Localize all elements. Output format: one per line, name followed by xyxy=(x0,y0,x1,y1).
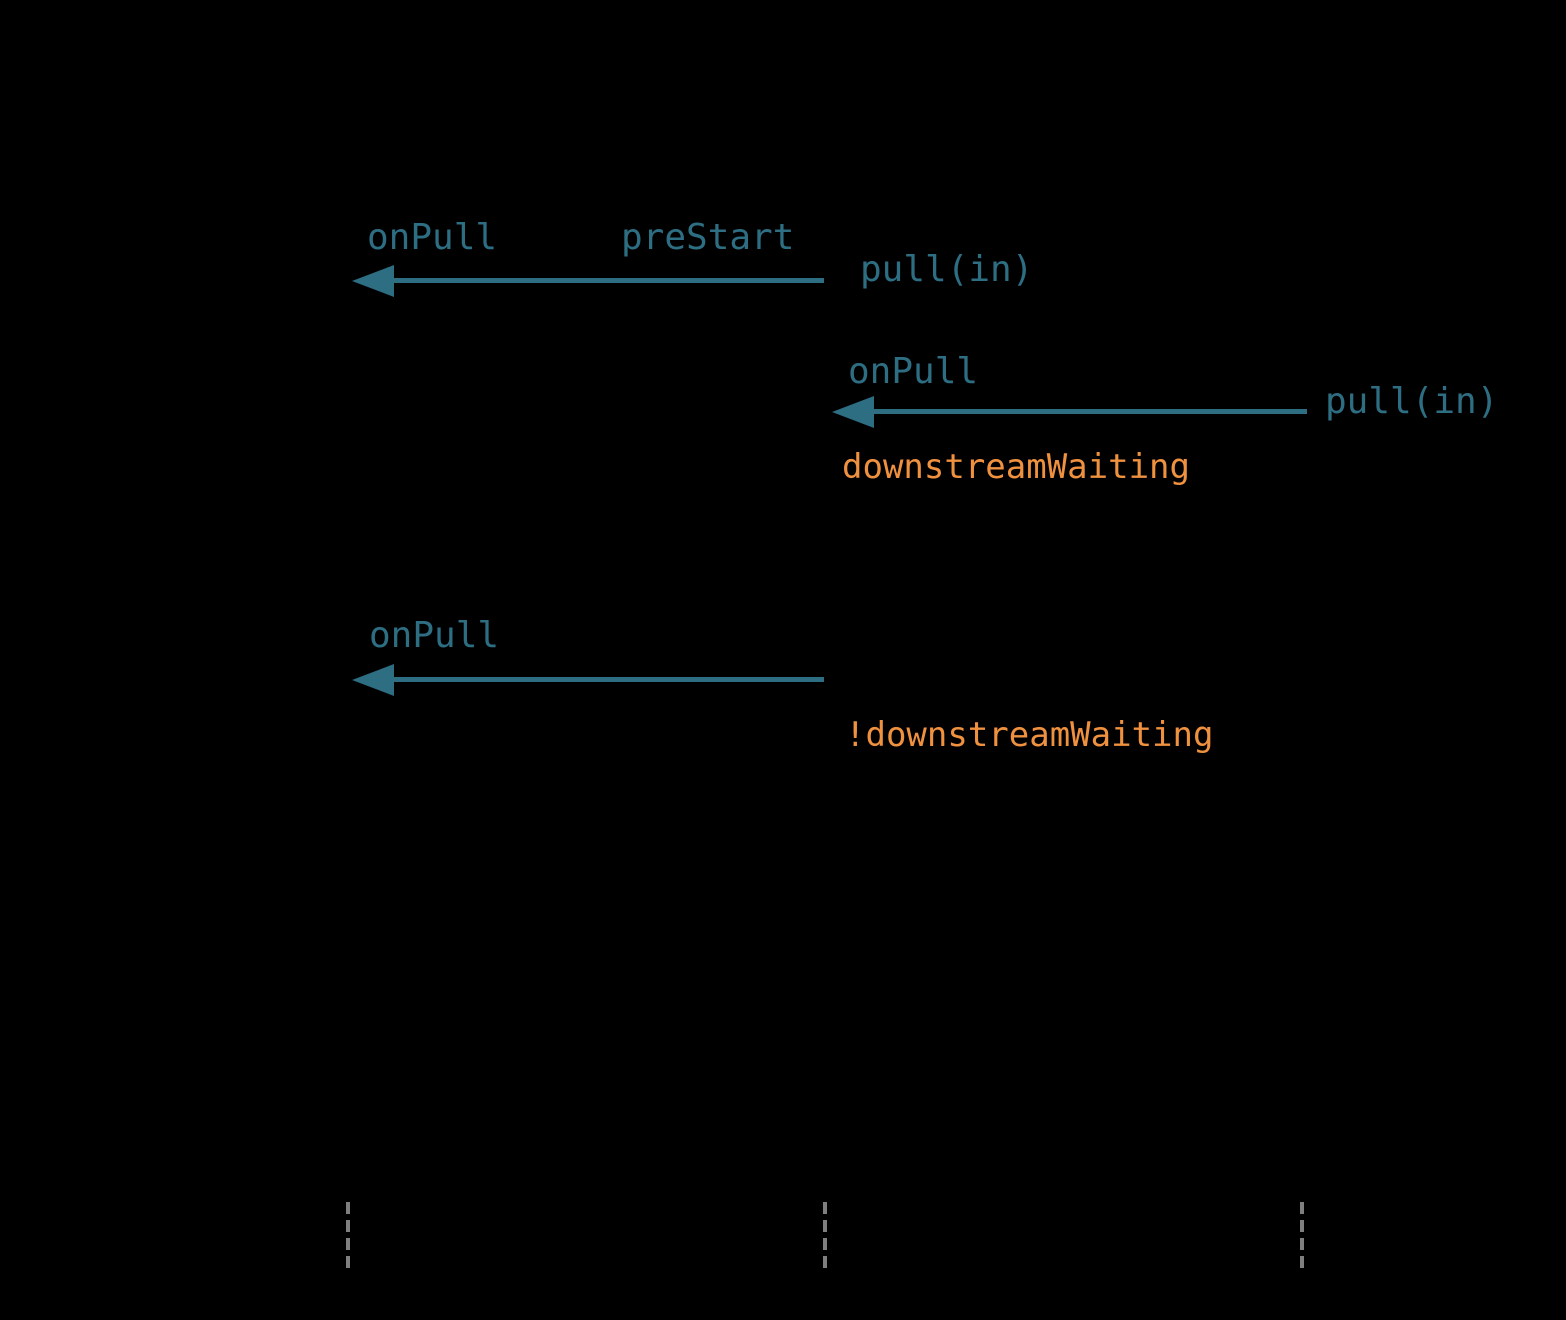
message-2-state-label: downstreamWaiting xyxy=(842,447,1190,487)
lifeline-left-dash xyxy=(346,1202,350,1274)
message-3-arrowhead-icon xyxy=(352,664,394,696)
message-1-source-label: pull(in) xyxy=(860,249,1034,290)
message-1-phase-label: preStart xyxy=(621,217,795,258)
message-2-event-label: onPull xyxy=(848,351,979,392)
message-1-arrowhead-icon xyxy=(352,265,394,297)
message-1-event-label: onPull xyxy=(367,217,498,258)
message-3-state-label: !downstreamWaiting xyxy=(845,715,1214,755)
message-3-arrow-line xyxy=(388,677,824,682)
message-2-arrowhead-icon xyxy=(832,396,874,428)
lifeline-right-dash xyxy=(1300,1202,1304,1274)
message-1-arrow-line xyxy=(388,278,824,283)
message-2-arrow-line xyxy=(868,409,1307,414)
message-3-event-label: onPull xyxy=(369,615,500,656)
message-2-source-label: pull(in) xyxy=(1325,381,1499,422)
lifeline-center-dash xyxy=(823,1202,827,1274)
